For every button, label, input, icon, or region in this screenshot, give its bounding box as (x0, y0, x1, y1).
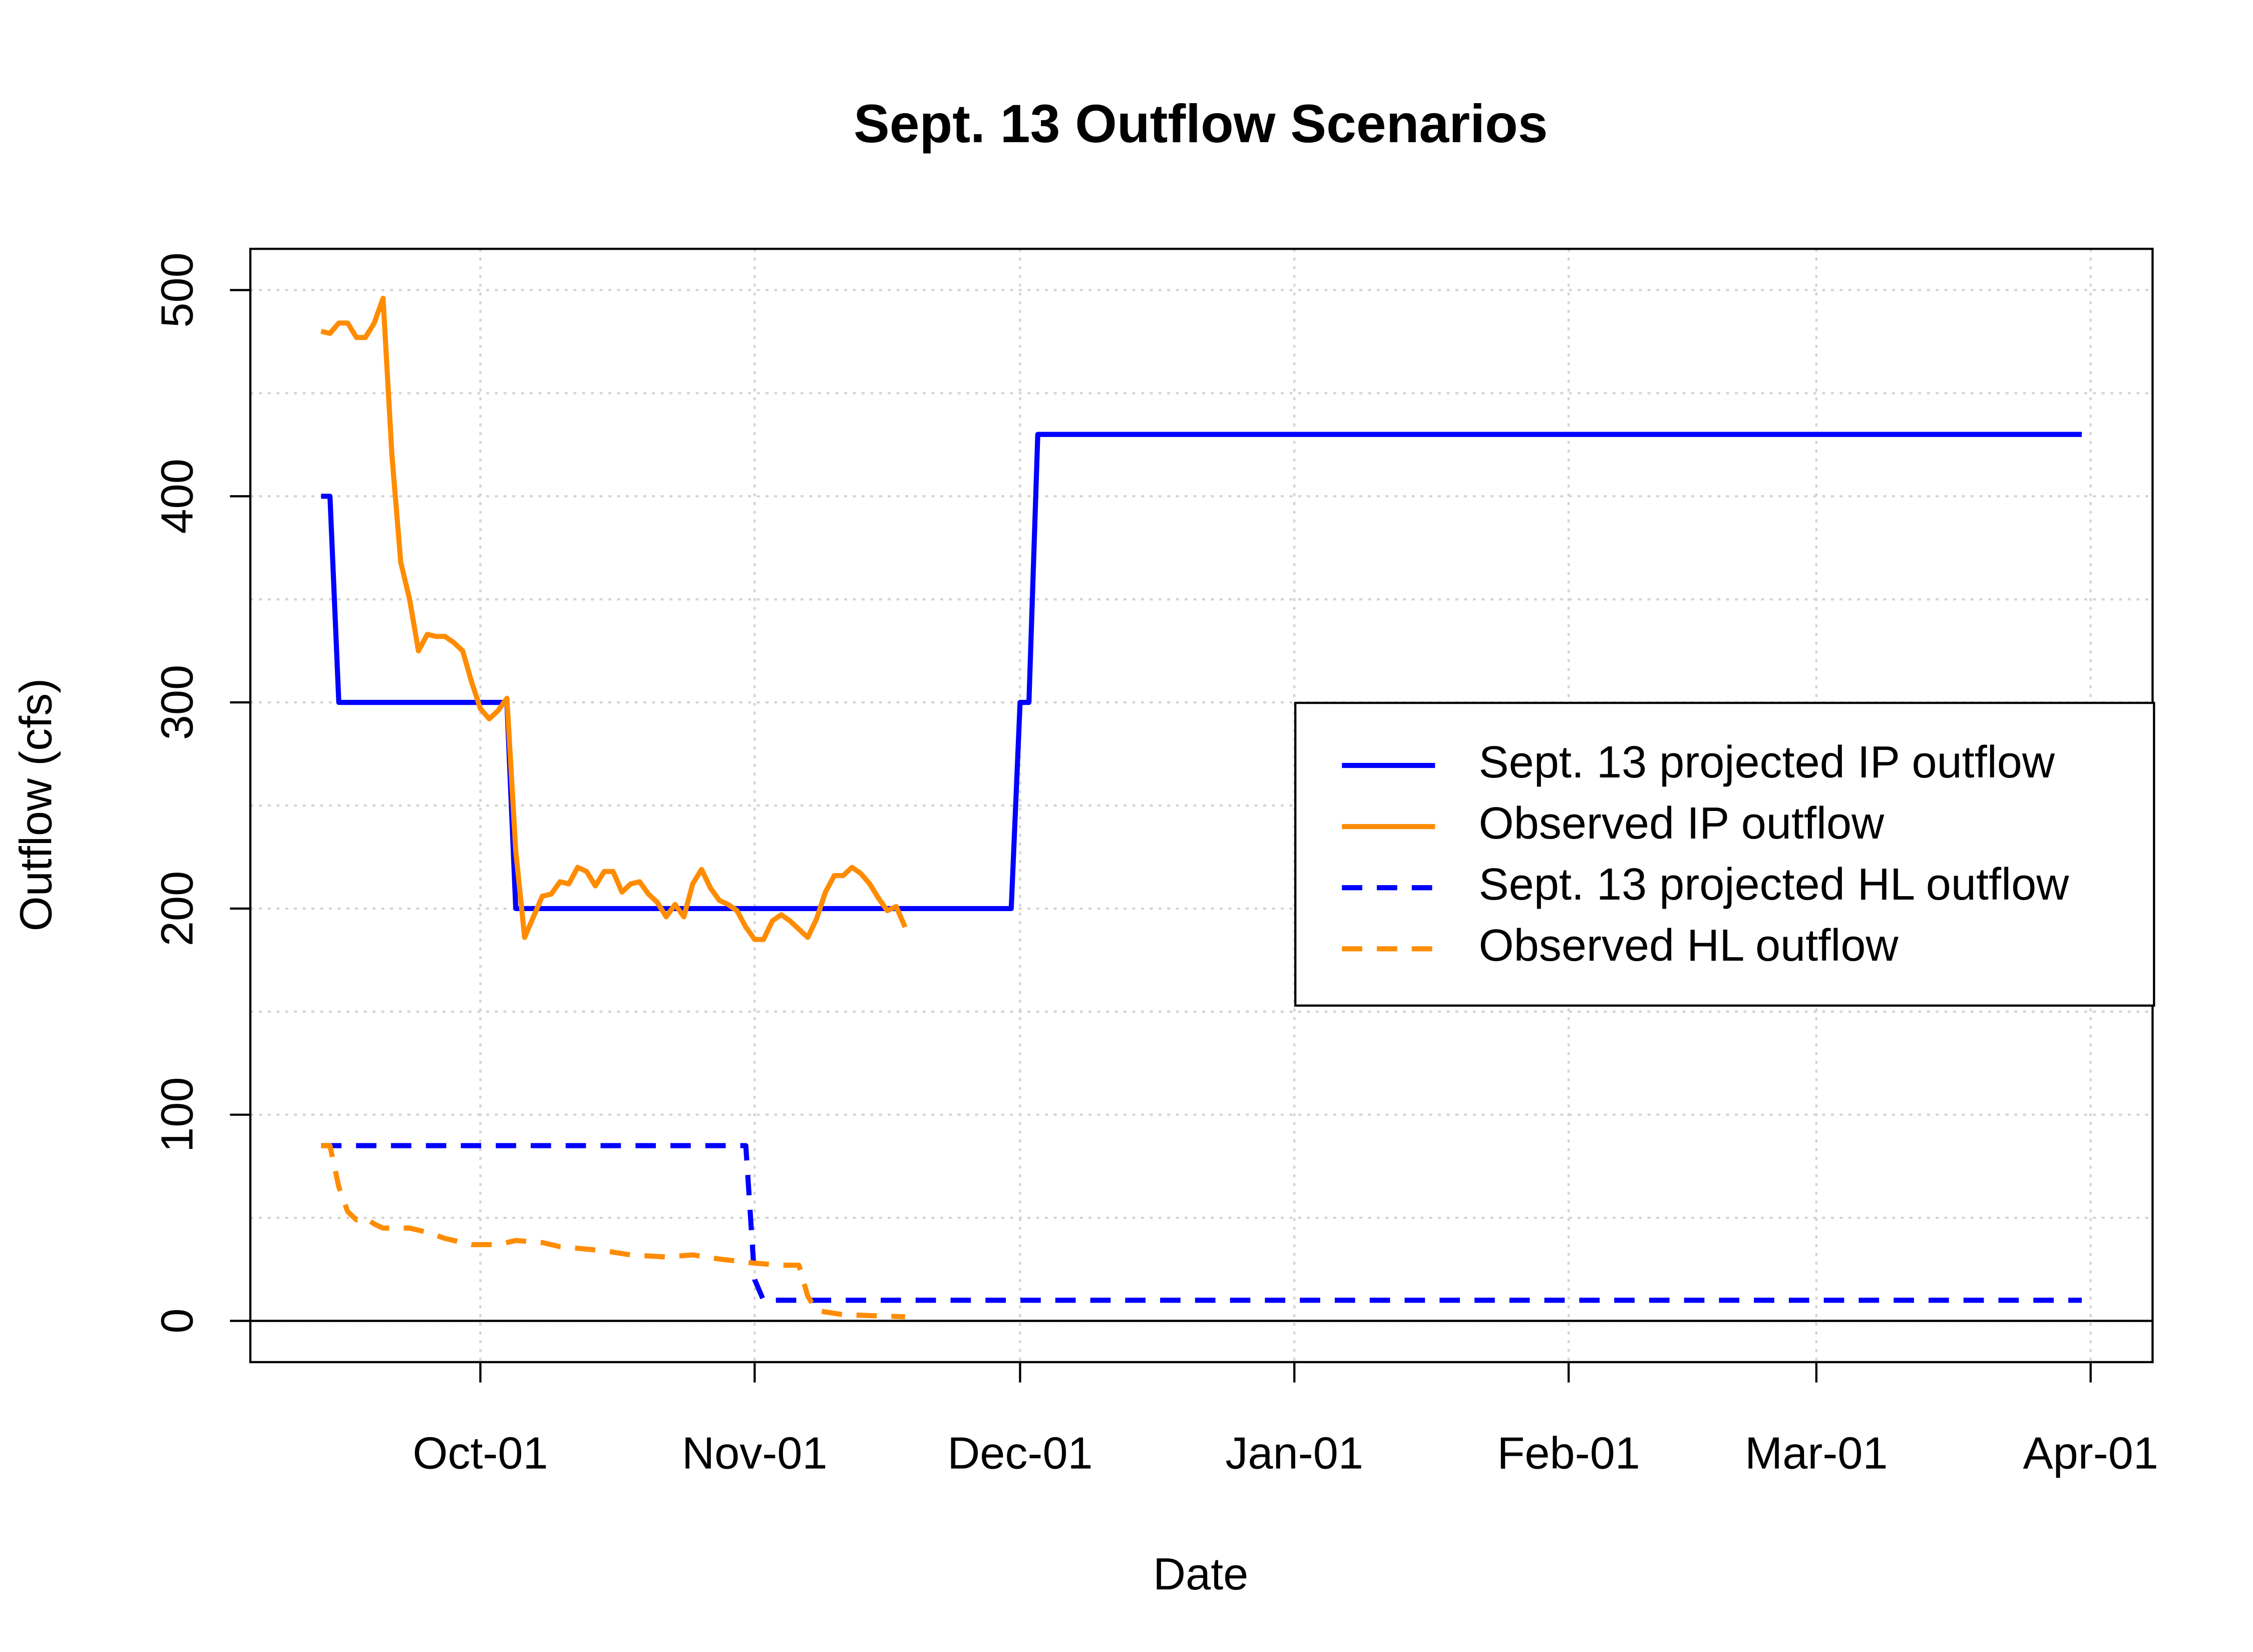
x-tick-label: Jan-01 (1225, 1428, 1363, 1479)
legend-box (1294, 701, 2155, 1007)
legend-label: Sept. 13 projected IP outflow (1478, 737, 2055, 787)
y-axis-label: Outflow (cfs) (11, 678, 61, 932)
series-line (320, 295, 908, 942)
x-tick-label: Dec-01 (947, 1428, 1092, 1479)
x-tick-label: Oct-01 (413, 1428, 548, 1479)
y-tick-label: 100 (152, 1077, 202, 1152)
chart-title: Sept. 13 Outflow Scenarios (854, 94, 1548, 154)
y-tick-label: 0 (152, 1309, 202, 1334)
legend-label: Sept. 13 projected HL outflow (1478, 859, 2069, 910)
series-line (321, 432, 2082, 912)
x-axis-label: Date (1153, 1549, 1248, 1599)
y-tick-label: 300 (152, 665, 202, 740)
series-line (321, 1143, 2082, 1303)
y-tick-label: 500 (152, 252, 202, 327)
legend-label: Observed HL outflow (1478, 920, 1899, 971)
x-tick-label: Feb-01 (1497, 1428, 1640, 1479)
x-tick-label: Apr-01 (2023, 1428, 2158, 1479)
x-tick-label: Mar-01 (1745, 1428, 1888, 1479)
y-tick-label: 400 (152, 459, 202, 534)
series-line (321, 1143, 905, 1320)
legend-label: Observed IP outflow (1478, 798, 1885, 849)
y-tick-label: 200 (152, 871, 202, 946)
legend: Sept. 13 projected IP outflow Observed IP… (1294, 701, 2155, 1007)
x-tick-label: Nov-01 (682, 1428, 827, 1479)
